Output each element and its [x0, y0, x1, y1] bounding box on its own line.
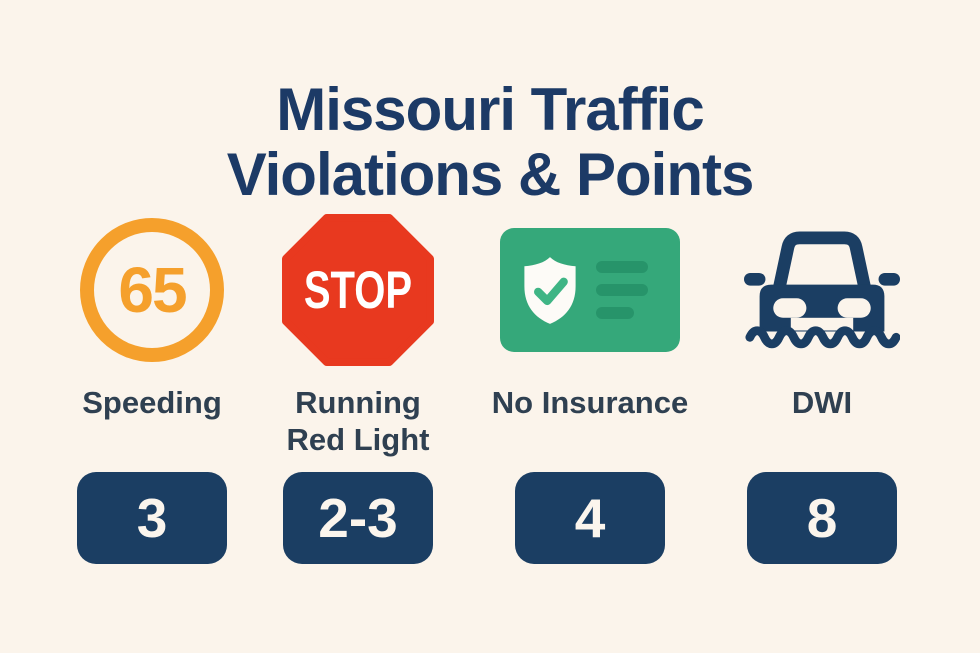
- page-title: Missouri Traffic Violations & Points: [0, 76, 980, 208]
- icon-slot: 65: [80, 202, 224, 378]
- points-badge: 3: [77, 472, 227, 564]
- octagon-shape: [282, 214, 434, 366]
- car-headlight-right: [837, 297, 871, 318]
- car-mirror-right: [878, 272, 900, 286]
- car-mirror-left: [744, 272, 766, 286]
- violation-column-no-insurance: No Insurance 4: [485, 202, 695, 564]
- car-headlight-left: [773, 297, 807, 318]
- stop-sign-text: STOP: [304, 261, 412, 320]
- car-windshield-frame: [772, 231, 872, 295]
- shield-check-icon: [524, 257, 576, 324]
- icon-slot: STOP: [282, 202, 434, 378]
- speed-limit-value: 65: [118, 254, 187, 326]
- violation-column-running-red-light: STOP Running Red Light 2-3: [253, 202, 463, 564]
- shield-shape: [524, 257, 576, 324]
- wavy-road-icon: [745, 325, 900, 348]
- violation-column-speeding: 65 Speeding 3: [47, 202, 257, 564]
- violation-column-dwi: DWI 8: [717, 202, 927, 564]
- violation-label: Running Red Light: [286, 385, 430, 458]
- car-license-plate: [790, 317, 854, 330]
- card-text-line: [596, 307, 634, 319]
- card-text-lines: [596, 261, 662, 319]
- checkmark-icon: [534, 277, 568, 306]
- points-badge: 8: [747, 472, 897, 564]
- card-text-line: [596, 261, 648, 273]
- car-body: [759, 284, 885, 331]
- speed-limit-sign-icon: 65: [80, 218, 224, 362]
- points-badge: 4: [515, 472, 665, 564]
- card-text-line: [596, 284, 648, 296]
- title-line-1: Missouri Traffic: [276, 76, 704, 144]
- icon-slot: [500, 202, 680, 378]
- violation-label: No Insurance: [491, 385, 689, 420]
- stop-sign-icon: STOP: [282, 214, 434, 366]
- points-badge: 2-3: [283, 472, 433, 564]
- icon-slot: [744, 202, 900, 378]
- car-dwi-icon: [744, 231, 900, 348]
- violation-label: DWI: [791, 385, 853, 420]
- insurance-card-icon: [500, 228, 680, 352]
- title-line-2: Violations & Points: [226, 140, 755, 208]
- violation-label: Speeding: [82, 385, 222, 420]
